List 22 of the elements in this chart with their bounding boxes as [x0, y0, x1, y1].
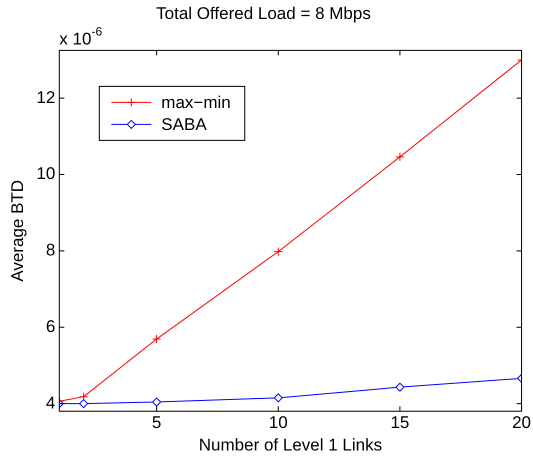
y-tick-label: 4	[46, 393, 56, 412]
y-tick-label: 12	[36, 88, 56, 107]
legend-label: SABA	[161, 115, 208, 134]
point	[395, 382, 404, 392]
x-tick-label: 20	[512, 413, 532, 432]
point	[395, 152, 404, 162]
x-tick-label: 10	[268, 413, 288, 432]
chart-title: Total Offered Load = 8 Mbps	[156, 4, 371, 23]
legend-label: max−min	[161, 93, 231, 112]
point	[274, 393, 283, 402]
x-tick-label: 15	[390, 413, 410, 432]
point	[152, 334, 162, 344]
y-tick-label: 10	[36, 164, 56, 184]
y-tick-label: 6	[46, 316, 56, 336]
point	[152, 398, 162, 407]
point	[79, 392, 88, 402]
y-axis-title: Average BTD	[8, 180, 27, 282]
y-tick-label: 8	[46, 240, 56, 260]
x-axis-title: Number of Level 1 Links	[198, 435, 382, 454]
x-tick-label: 5	[152, 413, 162, 432]
point	[79, 399, 88, 408]
point	[274, 247, 283, 256]
